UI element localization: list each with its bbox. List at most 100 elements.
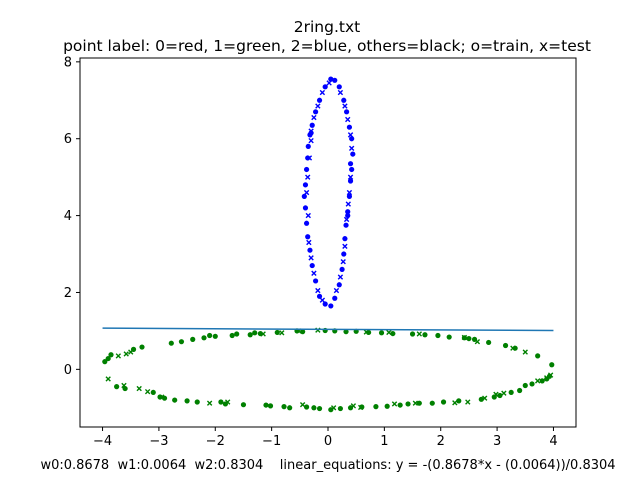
- point-train-label-1: [263, 402, 269, 408]
- point-train-label-1: [252, 330, 258, 336]
- decision-line: [102, 327, 554, 332]
- point-train-label-1: [184, 398, 190, 404]
- point-train-label-1: [240, 402, 247, 408]
- x-tick-label: −1: [262, 434, 281, 449]
- point-test-label-1: [350, 403, 357, 409]
- point-train-label-1: [466, 335, 472, 342]
- point-train-label-2: [345, 209, 351, 215]
- x-tick-label: −2: [206, 434, 225, 449]
- point-train-label-1: [150, 389, 156, 396]
- point-train-label-2: [349, 166, 355, 173]
- point-train-label-1: [300, 329, 306, 335]
- point-test-label-1: [136, 385, 142, 392]
- point-train-label-2: [349, 136, 355, 142]
- point-test-label-1: [416, 331, 423, 337]
- point-train-label-1: [535, 353, 541, 359]
- point-train-label-1: [105, 355, 111, 362]
- point-train-label-1: [539, 378, 545, 384]
- point-train-label-1: [316, 405, 323, 412]
- point-test-label-2: [308, 128, 314, 134]
- point-test-label-2: [345, 116, 351, 123]
- point-test-label-1: [363, 329, 370, 335]
- point-test-label-1: [412, 400, 419, 406]
- point-test-label-1: [547, 372, 554, 378]
- point-train-label-1: [405, 401, 411, 407]
- point-train-label-1: [311, 405, 317, 411]
- point-test-label-1: [206, 400, 213, 406]
- point-test-label-1: [260, 331, 266, 337]
- point-test-label-2: [333, 287, 340, 294]
- point-train-label-2: [328, 76, 334, 82]
- y-tick-label: 4: [64, 209, 72, 224]
- point-test-label-1: [391, 401, 398, 407]
- point-train-label-2: [301, 193, 307, 199]
- point-train-label-1: [456, 398, 462, 404]
- point-test-label-2: [319, 89, 326, 96]
- y-tick-label: 0: [64, 363, 72, 378]
- point-train-label-2: [303, 220, 310, 226]
- point-test-label-2: [305, 174, 311, 180]
- chart-subtitle: point label: 0=red, 1=green, 2=blue, oth…: [63, 37, 591, 55]
- point-train-label-1: [343, 329, 349, 335]
- x-tick-label: −3: [149, 434, 168, 449]
- point-test-label-1: [481, 395, 488, 401]
- point-train-label-2: [322, 301, 328, 307]
- point-train-label-1: [522, 382, 528, 389]
- point-train-label-1: [247, 332, 253, 338]
- point-train-label-2: [316, 293, 323, 299]
- point-test-label-1: [121, 382, 127, 389]
- point-train-label-2: [346, 193, 353, 199]
- point-train-label-1: [229, 332, 235, 339]
- point-train-label-2: [309, 122, 315, 128]
- point-train-label-1: [194, 399, 200, 405]
- point-test-label-2: [337, 274, 344, 280]
- point-train-label-1: [281, 404, 287, 410]
- point-test-label-2: [306, 155, 313, 161]
- footer-equation: w0:0.8678 w1:0.0064 w2:0.8304 linear_equ…: [40, 458, 615, 473]
- point-train-label-1: [529, 381, 535, 387]
- point-train-label-1: [212, 333, 218, 339]
- point-train-label-2: [302, 205, 309, 211]
- point-train-label-1: [172, 397, 178, 403]
- point-test-label-2: [315, 287, 321, 294]
- point-test-label-2: [315, 103, 321, 109]
- point-test-label-1: [105, 376, 111, 382]
- point-test-label-2: [311, 270, 317, 276]
- point-train-label-2: [346, 124, 353, 130]
- point-train-label-1: [337, 405, 343, 412]
- point-train-label-1: [201, 335, 207, 341]
- point-train-label-1: [190, 336, 196, 342]
- point-test-label-2: [342, 103, 348, 109]
- point-train-label-2: [347, 161, 354, 167]
- point-train-label-2: [339, 266, 345, 273]
- point-test-label-2: [348, 145, 355, 152]
- point-test-label-1: [452, 400, 458, 406]
- point-test-label-1: [123, 351, 129, 357]
- point-train-label-2: [347, 178, 354, 184]
- point-test-label-2: [342, 243, 348, 250]
- point-train-label-1: [497, 392, 503, 399]
- y-tick-label: 8: [64, 55, 72, 70]
- point-train-label-2: [302, 182, 309, 188]
- point-test-label-2: [347, 174, 354, 180]
- x-tick-label: 3: [493, 434, 501, 449]
- point-train-label-2: [336, 282, 342, 288]
- point-train-label-2: [342, 236, 348, 242]
- point-train-label-2: [336, 84, 342, 90]
- point-test-label-1: [474, 338, 481, 345]
- point-train-label-1: [139, 344, 145, 350]
- point-train-label-1: [390, 330, 396, 337]
- x-tick-label: 0: [324, 434, 332, 449]
- point-test-label-1: [224, 399, 231, 405]
- point-train-label-1: [234, 331, 240, 337]
- point-train-label-2: [344, 109, 350, 115]
- point-test-label-1: [279, 330, 285, 336]
- point-train-label-2: [309, 262, 315, 269]
- point-train-label-2: [305, 234, 311, 240]
- point-test-label-2: [305, 212, 311, 219]
- point-test-label-2: [347, 132, 354, 138]
- point-test-label-1: [357, 404, 364, 411]
- point-train-label-2: [322, 84, 328, 90]
- point-test-label-1: [128, 349, 134, 355]
- point-test-label-2: [308, 137, 314, 144]
